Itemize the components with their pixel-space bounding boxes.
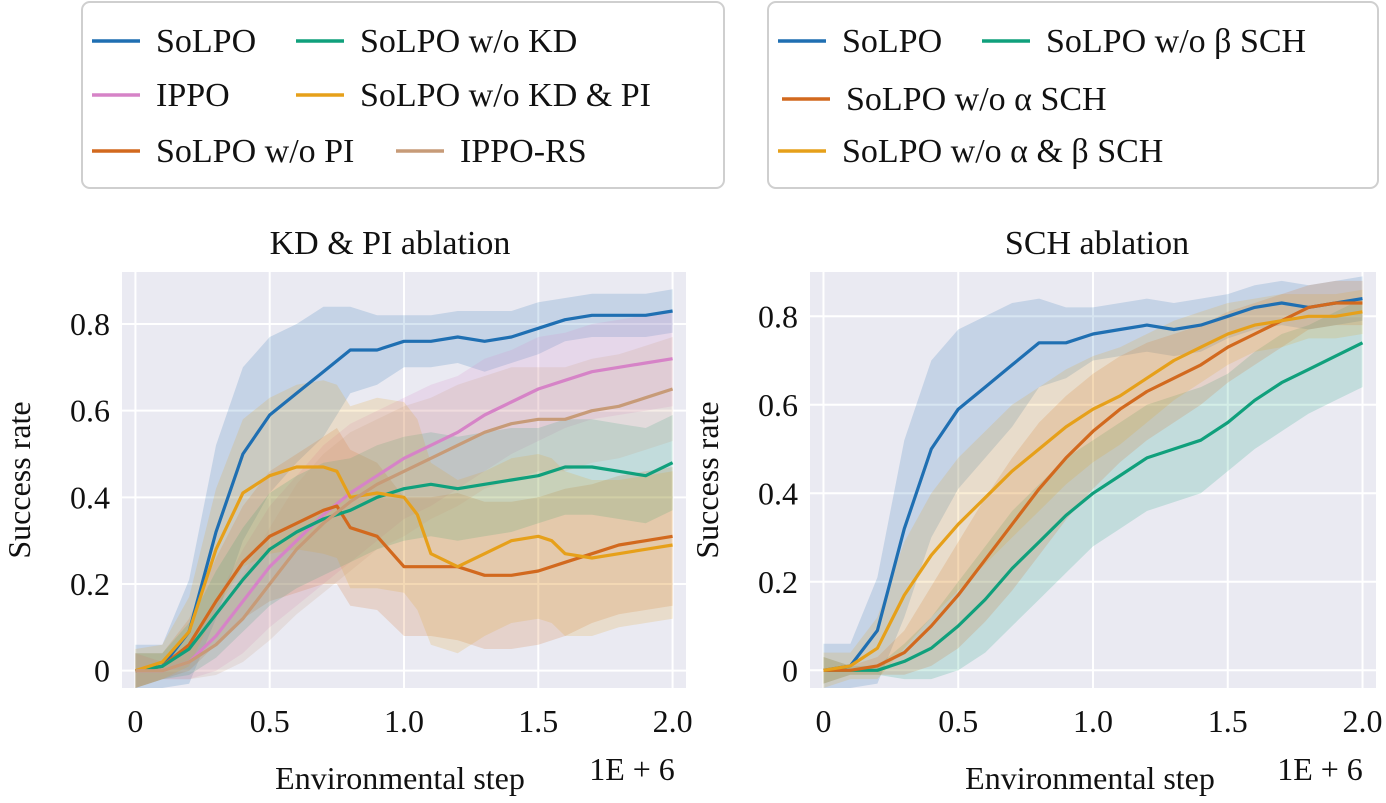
x-tick-label: 2.0 — [653, 703, 693, 739]
y-tick-label: 0.2 — [758, 564, 798, 600]
plot-right: 0 0.5 1.0 1.5 2.0 0 0.2 0.4 0.6 0.8 — [758, 272, 1383, 739]
band-wo_kd_pi — [135, 380, 673, 688]
legend-frame — [767, 1, 1379, 189]
x-tick-label: 2.0 — [1343, 703, 1383, 739]
x-tick-label: 0.5 — [250, 703, 290, 739]
x-tick-label: 1.0 — [384, 703, 424, 739]
line-wo_kd_pi — [134, 465, 673, 673]
line-solpo — [823, 297, 1363, 672]
x-multiplier-left: 1E + 6 — [589, 751, 675, 787]
y-tick-label: 0 — [782, 652, 798, 688]
legend-label: SoLPO w/o α & β SCH — [842, 133, 1163, 170]
x-axis-label-right: Environmental step — [965, 760, 1215, 796]
band-wo_pi — [135, 428, 673, 688]
band-solpo — [135, 289, 673, 688]
y-tick-label: 0.8 — [70, 306, 110, 342]
y-tick-label: 0.6 — [70, 393, 110, 429]
line-wo_kd — [135, 461, 674, 673]
x-tick-label: 0 — [815, 703, 831, 739]
y-axis-label-left: Success rate — [1, 401, 37, 558]
line-wo_pi — [135, 504, 673, 673]
legend-right: SoLPO SoLPO w/o β SCH SoLPO w/o α SCH SoLPO… — [767, 1, 1379, 189]
band-wo_kd — [823, 298, 1363, 684]
line-wo_kd_pi — [823, 310, 1363, 672]
y-tick-label: 0.4 — [70, 479, 110, 515]
line-wo_kd — [823, 341, 1364, 672]
plot-left: 0 0.5 1.0 1.5 2.0 0 0.2 0.4 0.6 0.8 — [70, 272, 693, 739]
legend-label: SoLPO — [842, 23, 942, 60]
band-wo_kd — [135, 415, 673, 688]
y-tick-label: 0.8 — [758, 298, 798, 334]
legend-frame — [81, 1, 725, 189]
x-multiplier-right: 1E + 6 — [1277, 751, 1363, 787]
chart-title-right: SCH ablation — [1005, 225, 1189, 262]
line-ippo — [135, 357, 673, 673]
y-tick-label: 0.4 — [758, 475, 798, 511]
legend-label: SoLPO w/o KD & PI — [360, 77, 651, 114]
x-tick-label: 1.5 — [518, 703, 558, 739]
y-tick-label: 0.2 — [70, 566, 110, 602]
legend-label: IPPO — [156, 77, 230, 114]
line-wo_pi — [823, 301, 1363, 672]
line-ippo_rs — [135, 387, 674, 673]
x-tick-label: 0.5 — [938, 703, 978, 739]
legend-label: SoLPO — [156, 23, 256, 60]
legend-label: SoLPO w/o KD — [360, 23, 577, 60]
legend-label: SoLPO w/o α SCH — [846, 81, 1107, 118]
chart-title-left: KD & PI ablation — [270, 225, 511, 262]
legend-label: SoLPO w/o PI — [156, 133, 354, 170]
band-solpo — [823, 276, 1363, 688]
legend-label: SoLPO w/o β SCH — [1046, 23, 1306, 60]
x-tick-label: 0 — [127, 703, 143, 739]
x-tick-label: 1.5 — [1208, 703, 1248, 739]
band-wo_kd_pi — [823, 289, 1363, 688]
y-axis-label-right: Success rate — [689, 401, 725, 558]
x-tick-label: 1.0 — [1073, 703, 1113, 739]
x-axis-label-left: Environmental step — [275, 760, 525, 796]
y-tick-label: 0.6 — [758, 387, 798, 423]
y-tick-label: 0 — [94, 653, 110, 689]
legend-left: SoLPO SoLPO w/o KD IPPO SoLPO w/o KD & PISo… — [81, 1, 725, 189]
band-ippo_rs — [135, 337, 673, 688]
legend-label: IPPO-RS — [460, 133, 587, 170]
line-solpo — [135, 309, 673, 673]
band-wo_pi — [823, 280, 1363, 684]
